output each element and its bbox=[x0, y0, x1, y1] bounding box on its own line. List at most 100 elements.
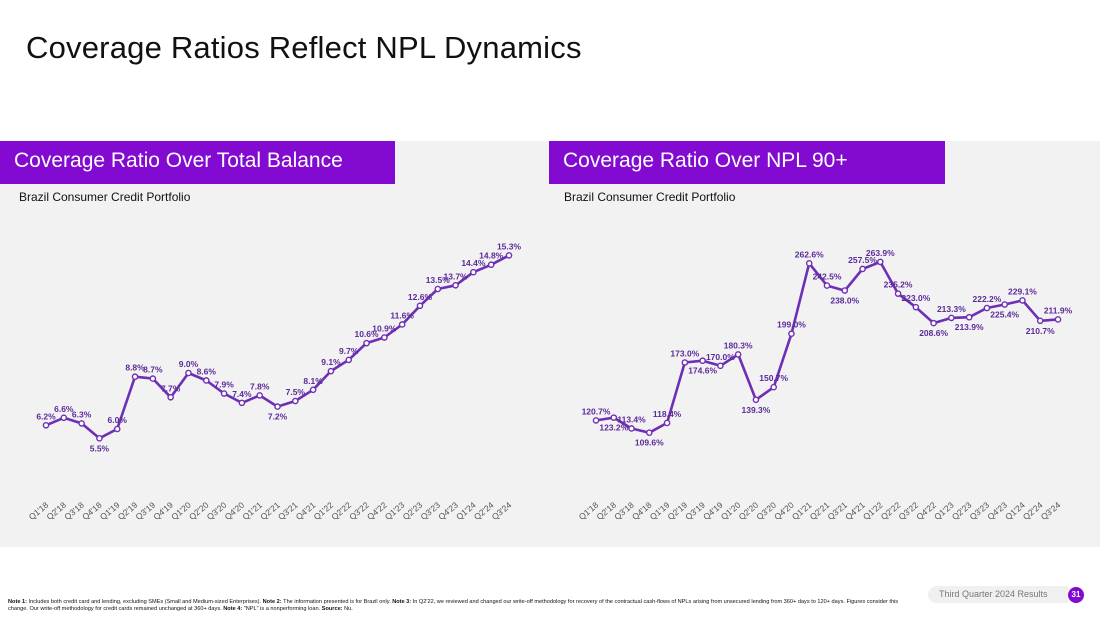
total-balance-point-Q4'21 bbox=[309, 386, 317, 394]
total-balance-data-label-Q3'21: 7.5% bbox=[286, 387, 306, 397]
total-balance-point-Q1'18 bbox=[42, 421, 50, 429]
npl90-point-Q1'24 bbox=[1019, 297, 1026, 304]
npl90-data-label-Q2'23: 213.9% bbox=[955, 322, 984, 332]
total-balance-point-Q2'19 bbox=[131, 373, 139, 381]
total-balance-point-Q2'23 bbox=[416, 302, 424, 310]
total-balance-data-label-Q1'24: 14.4% bbox=[461, 258, 486, 268]
total-balance-data-label-Q2'18: 6.6% bbox=[54, 404, 74, 414]
npl90-tick-label-Q3'24: Q3'24 bbox=[1039, 500, 1063, 522]
total-balance-point-Q3'22 bbox=[363, 339, 370, 347]
npl90-point-Q1'20 bbox=[734, 351, 742, 358]
npl90-point-Q4'23 bbox=[1001, 301, 1008, 308]
npl90-data-label-Q1'19: 118.4% bbox=[653, 409, 682, 419]
npl90-data-label-Q1'22: 263.9% bbox=[866, 248, 895, 258]
total-balance-data-label-Q3'20: 7.9% bbox=[214, 380, 234, 390]
npl90-point-Q1'18 bbox=[592, 417, 600, 424]
npl90-data-label-Q3'20: 150.7% bbox=[759, 373, 788, 383]
npl90-data-label-Q4'19: 170.0% bbox=[706, 352, 735, 362]
npl90-data-label-Q4'18: 109.6% bbox=[635, 438, 664, 448]
npl90-point-Q3'20 bbox=[770, 383, 777, 391]
npl90-point-Q1'21 bbox=[805, 260, 813, 267]
total-balance-data-label-Q3'22: 10.6% bbox=[354, 329, 379, 339]
total-balance-data-label-Q4'21: 8.1% bbox=[303, 376, 323, 386]
npl90-data-label-Q4'23: 225.4% bbox=[990, 310, 1019, 320]
npl90-data-label-Q4'21: 257.5% bbox=[848, 255, 877, 265]
total-balance-point-Q4'18 bbox=[96, 435, 103, 442]
npl90-data-label-Q4'20: 199.0% bbox=[777, 320, 806, 330]
npl90-data-label-Q3'24: 211.9% bbox=[1044, 305, 1073, 315]
total-balance-data-label-Q4'19: 7.7% bbox=[161, 383, 181, 393]
npl90-data-label-Q3'23: 222.2% bbox=[973, 294, 1002, 304]
total-balance-point-Q1'23 bbox=[398, 321, 406, 328]
npl90-data-label-Q4'22: 208.6% bbox=[919, 328, 948, 338]
total-balance-data-label-Q3'19: 8.7% bbox=[143, 365, 163, 375]
footnote-note4-label: Note 4: bbox=[223, 606, 244, 612]
npl90-data-label-Q1'18: 120.7% bbox=[582, 406, 611, 416]
npl90-data-label-Q3'22: 223.0% bbox=[901, 293, 930, 303]
npl90-point-Q2'21 bbox=[823, 282, 831, 289]
total-balance-point-Q1'21 bbox=[256, 392, 263, 399]
footnote-source-text: Nu. bbox=[344, 606, 353, 612]
total-balance-point-Q1'20 bbox=[185, 369, 192, 377]
coverage-npl90-title: Coverage Ratio Over NPL 90+ bbox=[549, 141, 945, 184]
npl90-point-Q2'19 bbox=[681, 359, 689, 366]
total-balance-data-label-Q2'20: 8.6% bbox=[197, 366, 217, 376]
total-balance-data-label-Q1'20: 9.0% bbox=[179, 359, 199, 369]
coverage-npl90-subtitle: Brazil Consumer Credit Portfolio bbox=[564, 190, 736, 204]
total-balance-data-label-Q1'19: 6.0% bbox=[108, 415, 128, 425]
footnote-note1-label: Note 1: bbox=[8, 599, 29, 605]
npl90-point-Q2'23 bbox=[965, 313, 973, 321]
total-balance-data-label-Q2'21: 7.2% bbox=[268, 412, 288, 422]
footnote-note3-label: Note 3: bbox=[392, 599, 413, 605]
page-number: 31 bbox=[1068, 587, 1084, 603]
npl90-point-Q2'24 bbox=[1036, 317, 1044, 325]
total-balance-point-Q1'24 bbox=[470, 268, 477, 276]
total-balance-data-label-Q2'23: 12.6% bbox=[408, 292, 433, 302]
npl90-point-Q1'22 bbox=[877, 258, 884, 266]
total-balance-point-Q4'22 bbox=[381, 334, 388, 341]
footnote-source-label: Source: bbox=[321, 606, 345, 612]
footnote: Note 1: Includes both credit card and le… bbox=[8, 599, 908, 613]
total-balance-point-Q2'21 bbox=[274, 403, 281, 410]
total-balance-data-label-Q2'19: 8.8% bbox=[125, 363, 145, 373]
npl90-data-label-Q2'24: 210.7% bbox=[1026, 326, 1055, 336]
npl90-point-Q3'18 bbox=[628, 425, 635, 432]
chart-panel-background bbox=[0, 141, 1100, 547]
npl90-point-Q4'18 bbox=[646, 429, 653, 436]
npl90-data-label-Q2'21: 242.5% bbox=[813, 272, 842, 282]
npl90-point-Q1'19 bbox=[663, 419, 671, 427]
npl90-point-Q3'23 bbox=[983, 304, 991, 312]
npl90-data-label-Q1'23: 213.3% bbox=[937, 304, 966, 314]
total-balance-data-label-Q2'22: 9.7% bbox=[339, 346, 359, 356]
npl90-point-Q1'23 bbox=[948, 314, 955, 322]
total-balance-point-Q4'23 bbox=[452, 281, 459, 289]
total-balance-data-label-Q1'23: 11.6% bbox=[390, 310, 414, 320]
results-label: Third Quarter 2024 Results bbox=[928, 586, 1068, 603]
total-balance-data-label-Q1'18: 6.2% bbox=[36, 411, 56, 421]
npl90-point-Q3'21 bbox=[841, 287, 849, 294]
npl90-data-label-Q3'18: 113.4% bbox=[617, 414, 646, 424]
npl90-data-label-Q2'22: 235.2% bbox=[884, 280, 913, 290]
npl90-point-Q4'21 bbox=[859, 265, 866, 273]
total-balance-data-label-Q4'18: 5.5% bbox=[90, 443, 110, 453]
npl90-data-label-Q3'19: 174.6% bbox=[688, 366, 717, 376]
npl90-data-label-Q2'19: 173.0% bbox=[670, 349, 699, 359]
npl90-point-Q4'22 bbox=[930, 319, 937, 327]
npl90-point-Q3'24 bbox=[1054, 316, 1062, 323]
npl90-data-label-Q1'20: 180.3% bbox=[724, 340, 753, 350]
total-balance-point-Q2'22 bbox=[345, 356, 353, 364]
total-balance-point-Q3'23 bbox=[434, 285, 442, 293]
total-balance-point-Q1'22 bbox=[327, 367, 335, 375]
npl90-point-Q2'20 bbox=[752, 396, 760, 404]
total-balance-data-label-Q3'18: 6.3% bbox=[72, 409, 92, 419]
total-balance-point-Q2'24 bbox=[487, 261, 495, 269]
total-balance-point-Q3'21 bbox=[292, 397, 299, 405]
npl90-point-Q2'18 bbox=[610, 414, 618, 421]
total-balance-data-label-Q3'24: 15.3% bbox=[497, 241, 522, 251]
total-balance-data-label-Q1'21: 7.8% bbox=[250, 381, 270, 391]
total-balance-data-label-Q3'23: 13.5% bbox=[426, 275, 451, 285]
total-balance-data-label-Q1'22: 9.1% bbox=[321, 357, 341, 367]
npl90-data-label-Q2'18: 123.2% bbox=[599, 423, 628, 433]
page-title: Coverage Ratios Reflect NPL Dynamics bbox=[26, 30, 582, 65]
